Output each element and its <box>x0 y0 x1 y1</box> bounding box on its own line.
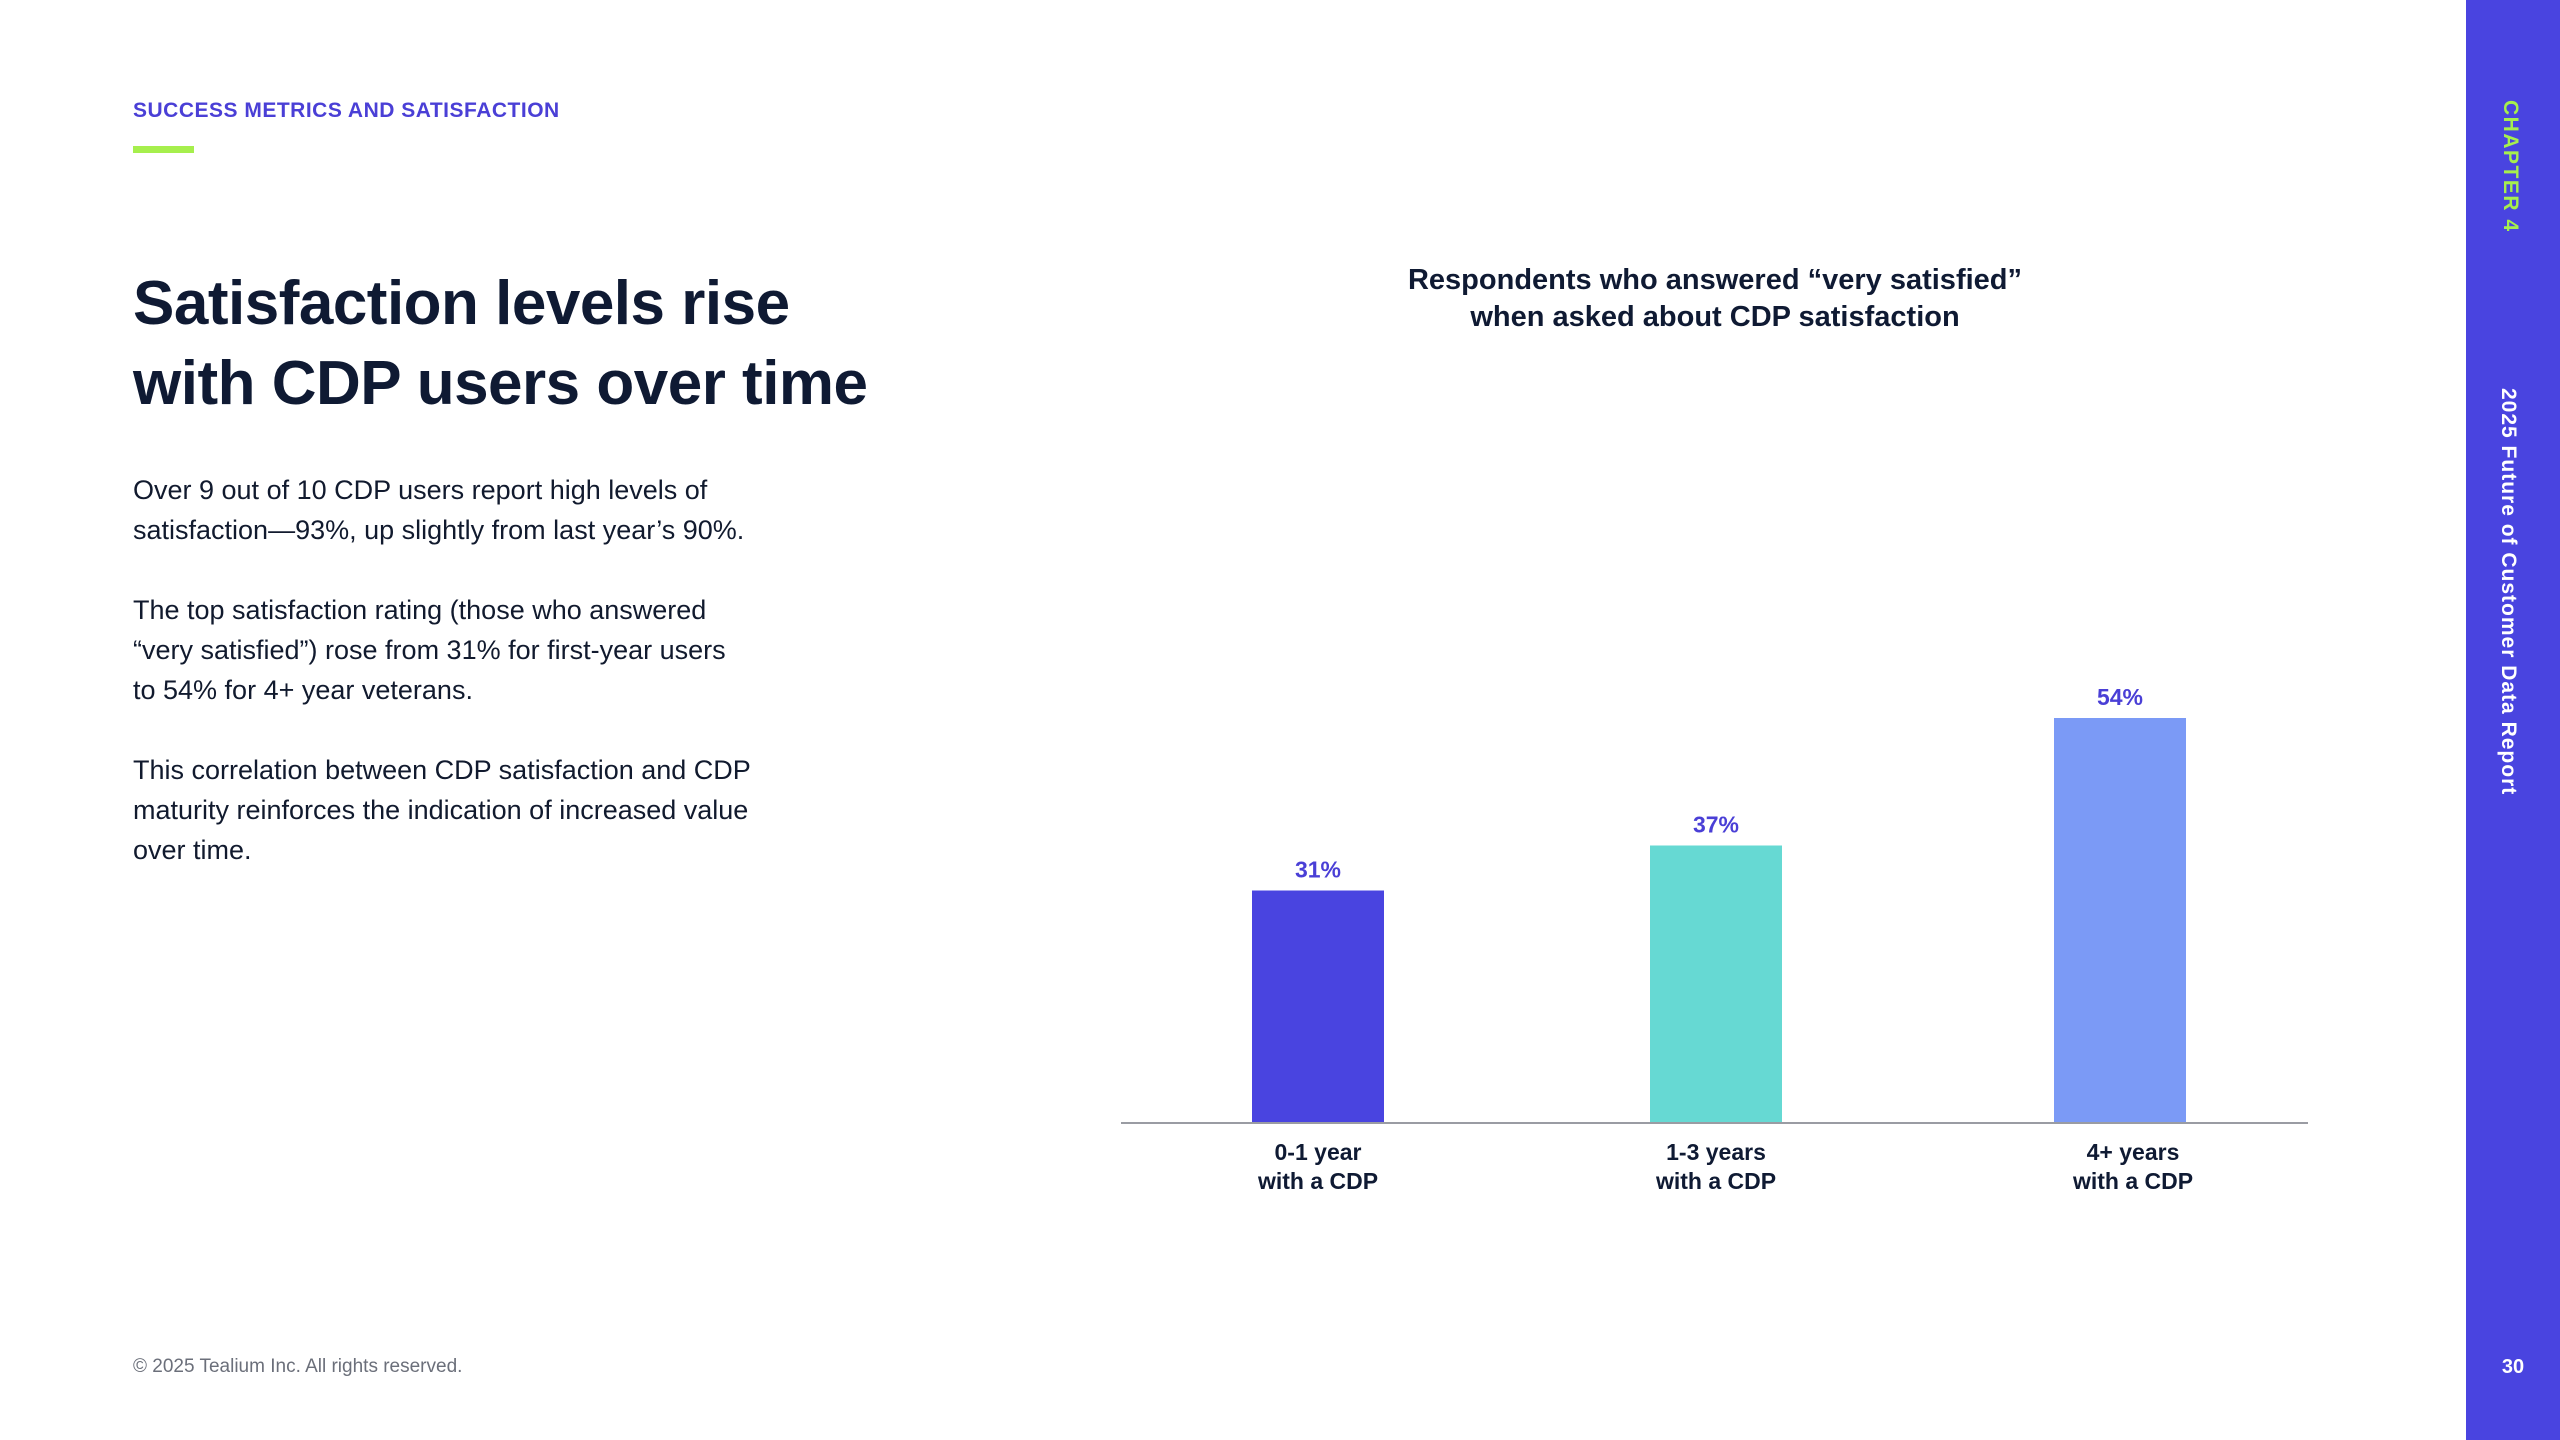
category-label-3-line-2: with a CDP <box>2072 1168 2193 1194</box>
paragraph-3-line-1: This correlation between CDP satisfactio… <box>133 755 751 785</box>
paragraph-2-line-2: “very satisfied”) rose from 31% for firs… <box>133 635 726 665</box>
chapter-label: CHAPTER 4 <box>2499 100 2522 233</box>
paragraph-3-line-2: maturity reinforces the indication of in… <box>133 795 749 825</box>
section-label: SUCCESS METRICS AND SATISFACTION <box>133 99 560 122</box>
paragraph-2-line-3: to 54% for 4+ year veterans. <box>133 675 473 705</box>
report-title: 2025 Future of Customer Data Report <box>2497 388 2520 796</box>
body-text: Over 9 out of 10 CDP users report high l… <box>133 470 893 910</box>
section-underline <box>133 146 194 153</box>
page-number: 30 <box>2501 1356 2525 1378</box>
category-label-2-line-2: with a CDP <box>1655 1168 1776 1194</box>
chart-title-line1: Respondents who answered “very satisfied… <box>1407 264 2022 296</box>
page-title-line2: with CDP users over time <box>133 349 868 418</box>
chapter-sidebar <box>2466 0 2560 1440</box>
paragraph-3-line-3: over time. <box>133 835 252 865</box>
paragraph-1-line-1: Over 9 out of 10 CDP users report high l… <box>133 475 708 505</box>
bar-3-value-label: 54% <box>2097 684 2143 710</box>
category-label-1-line-1: 0-1 year <box>1275 1139 1362 1165</box>
paragraph-1: Over 9 out of 10 CDP users report high l… <box>133 470 893 550</box>
chart-title-line2: when asked about CDP satisfaction <box>1470 301 1960 333</box>
bar-2-value-label: 37% <box>1693 812 1739 838</box>
chart-title: Respondents who answered “very satisfied… <box>1250 262 2180 336</box>
paragraph-3: This correlation between CDP satisfactio… <box>133 750 893 870</box>
category-label-3-line-1: 4+ years <box>2087 1139 2180 1165</box>
category-label-2-line-1: 1-3 years <box>1666 1139 1766 1165</box>
page-title-line1: Satisfaction levels rise <box>133 269 790 338</box>
paragraph-2-line-1: The top satisfaction rating (those who a… <box>133 595 707 625</box>
bar-3 <box>2054 718 2186 1123</box>
bar-2 <box>1650 845 1782 1123</box>
paragraph-1-line-2: satisfaction—93%, up slightly from last … <box>133 515 745 545</box>
category-label-1-line-2: with a CDP <box>1257 1168 1378 1194</box>
bar-1-value-label: 31% <box>1295 857 1341 883</box>
bar-chart: 31% 0-1 year with a CDP 37% 1-3 years with a … <box>1121 684 2308 1194</box>
bar-1 <box>1252 890 1384 1123</box>
copyright-footer: © 2025 Tealium Inc. All rights reserved. <box>133 1356 463 1377</box>
page-title: Satisfaction levels rise with CDP users … <box>133 264 1033 424</box>
paragraph-2: The top satisfaction rating (those who a… <box>133 590 893 710</box>
